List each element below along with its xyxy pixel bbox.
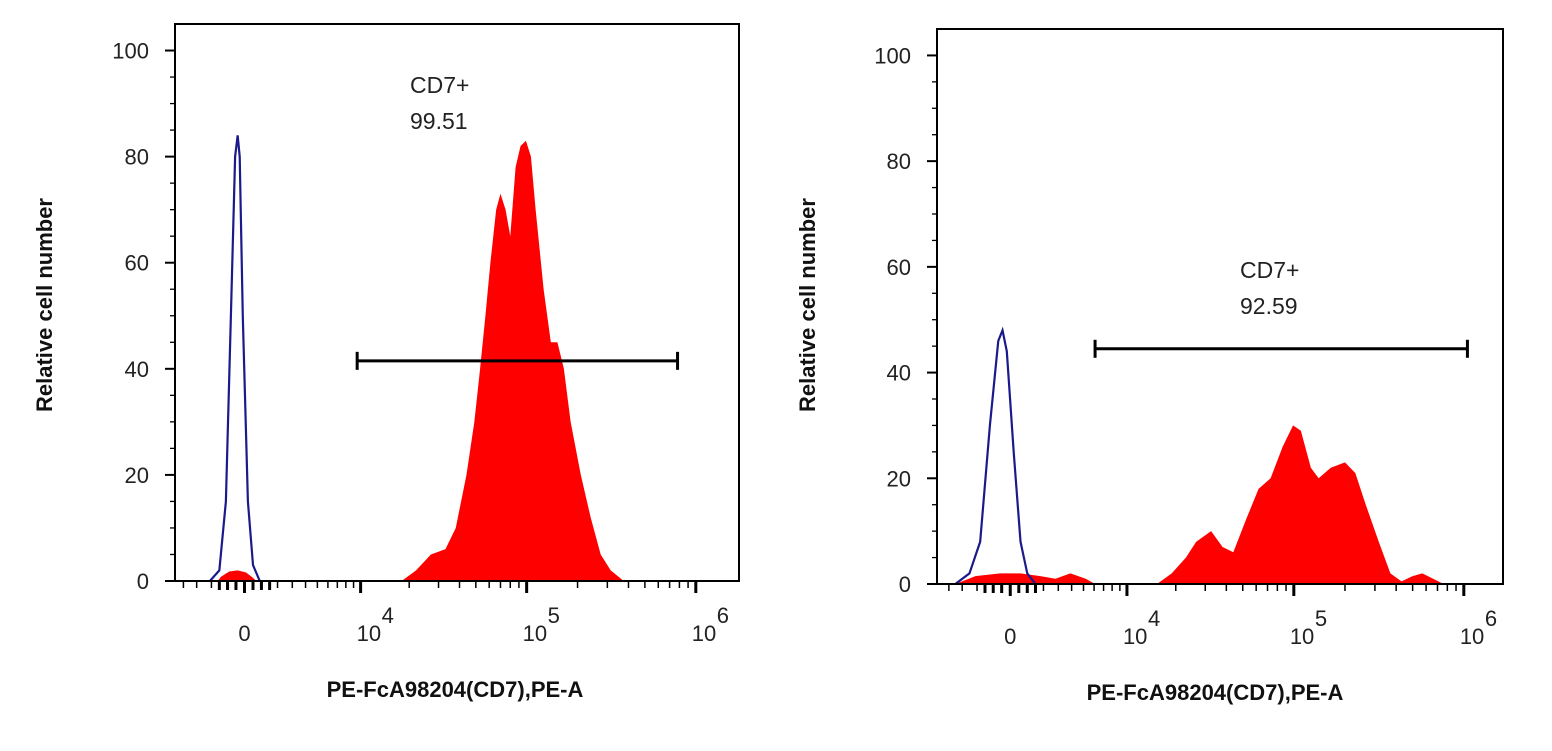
- y-tick-label: 80: [887, 149, 911, 174]
- y-tick-label: 40: [887, 361, 911, 386]
- x-axis-title: PE-FcA98204(CD7),PE-A: [1087, 680, 1344, 705]
- x-tick-label: 10: [1290, 624, 1314, 649]
- gate-percent: 99.51: [410, 108, 468, 134]
- x-tick-label: 0: [238, 621, 250, 646]
- y-tick-label: 80: [125, 145, 149, 170]
- plot-frame: [936, 28, 1504, 585]
- plot-frame: [174, 23, 740, 582]
- histogram-control-line: [209, 135, 261, 582]
- x-tick-exponent: 4: [1148, 606, 1160, 631]
- gate-name: CD7+: [410, 72, 469, 98]
- x-tick-label: 0: [1004, 624, 1016, 649]
- gate-name: CD7+: [1240, 257, 1299, 283]
- x-tick-label: 10: [523, 621, 547, 646]
- y-tick-label: 20: [125, 463, 149, 488]
- x-tick-exponent: 6: [717, 603, 729, 628]
- x-tick-label: 10: [1460, 624, 1484, 649]
- x-tick-label: 10: [357, 621, 381, 646]
- y-tick-label: 60: [887, 255, 911, 280]
- x-tick-exponent: 6: [1485, 606, 1497, 631]
- histogram-sample-area: [217, 140, 624, 581]
- y-tick-label: 60: [125, 251, 149, 276]
- x-tick-exponent: 4: [382, 603, 394, 628]
- y-tick-label: 100: [112, 39, 149, 64]
- histogram-control-line: [954, 326, 1037, 585]
- y-tick-label: 0: [899, 572, 911, 597]
- histogram-sample-area: [955, 425, 1444, 584]
- y-axis-title: Relative cell number: [795, 198, 820, 412]
- x-axis-title: PE-FcA98204(CD7),PE-A: [327, 677, 584, 702]
- y-tick-label: 40: [125, 357, 149, 382]
- gate-percent: 92.59: [1240, 293, 1298, 319]
- x-tick-exponent: 5: [1315, 606, 1327, 631]
- y-tick-label: 20: [887, 466, 911, 491]
- x-tick-exponent: 5: [548, 603, 560, 628]
- y-tick-label: 100: [874, 43, 911, 68]
- x-tick-label: 10: [1123, 624, 1147, 649]
- x-tick-label: 10: [692, 621, 716, 646]
- y-axis-title: Relative cell number: [32, 198, 57, 412]
- y-tick-label: 0: [137, 569, 149, 594]
